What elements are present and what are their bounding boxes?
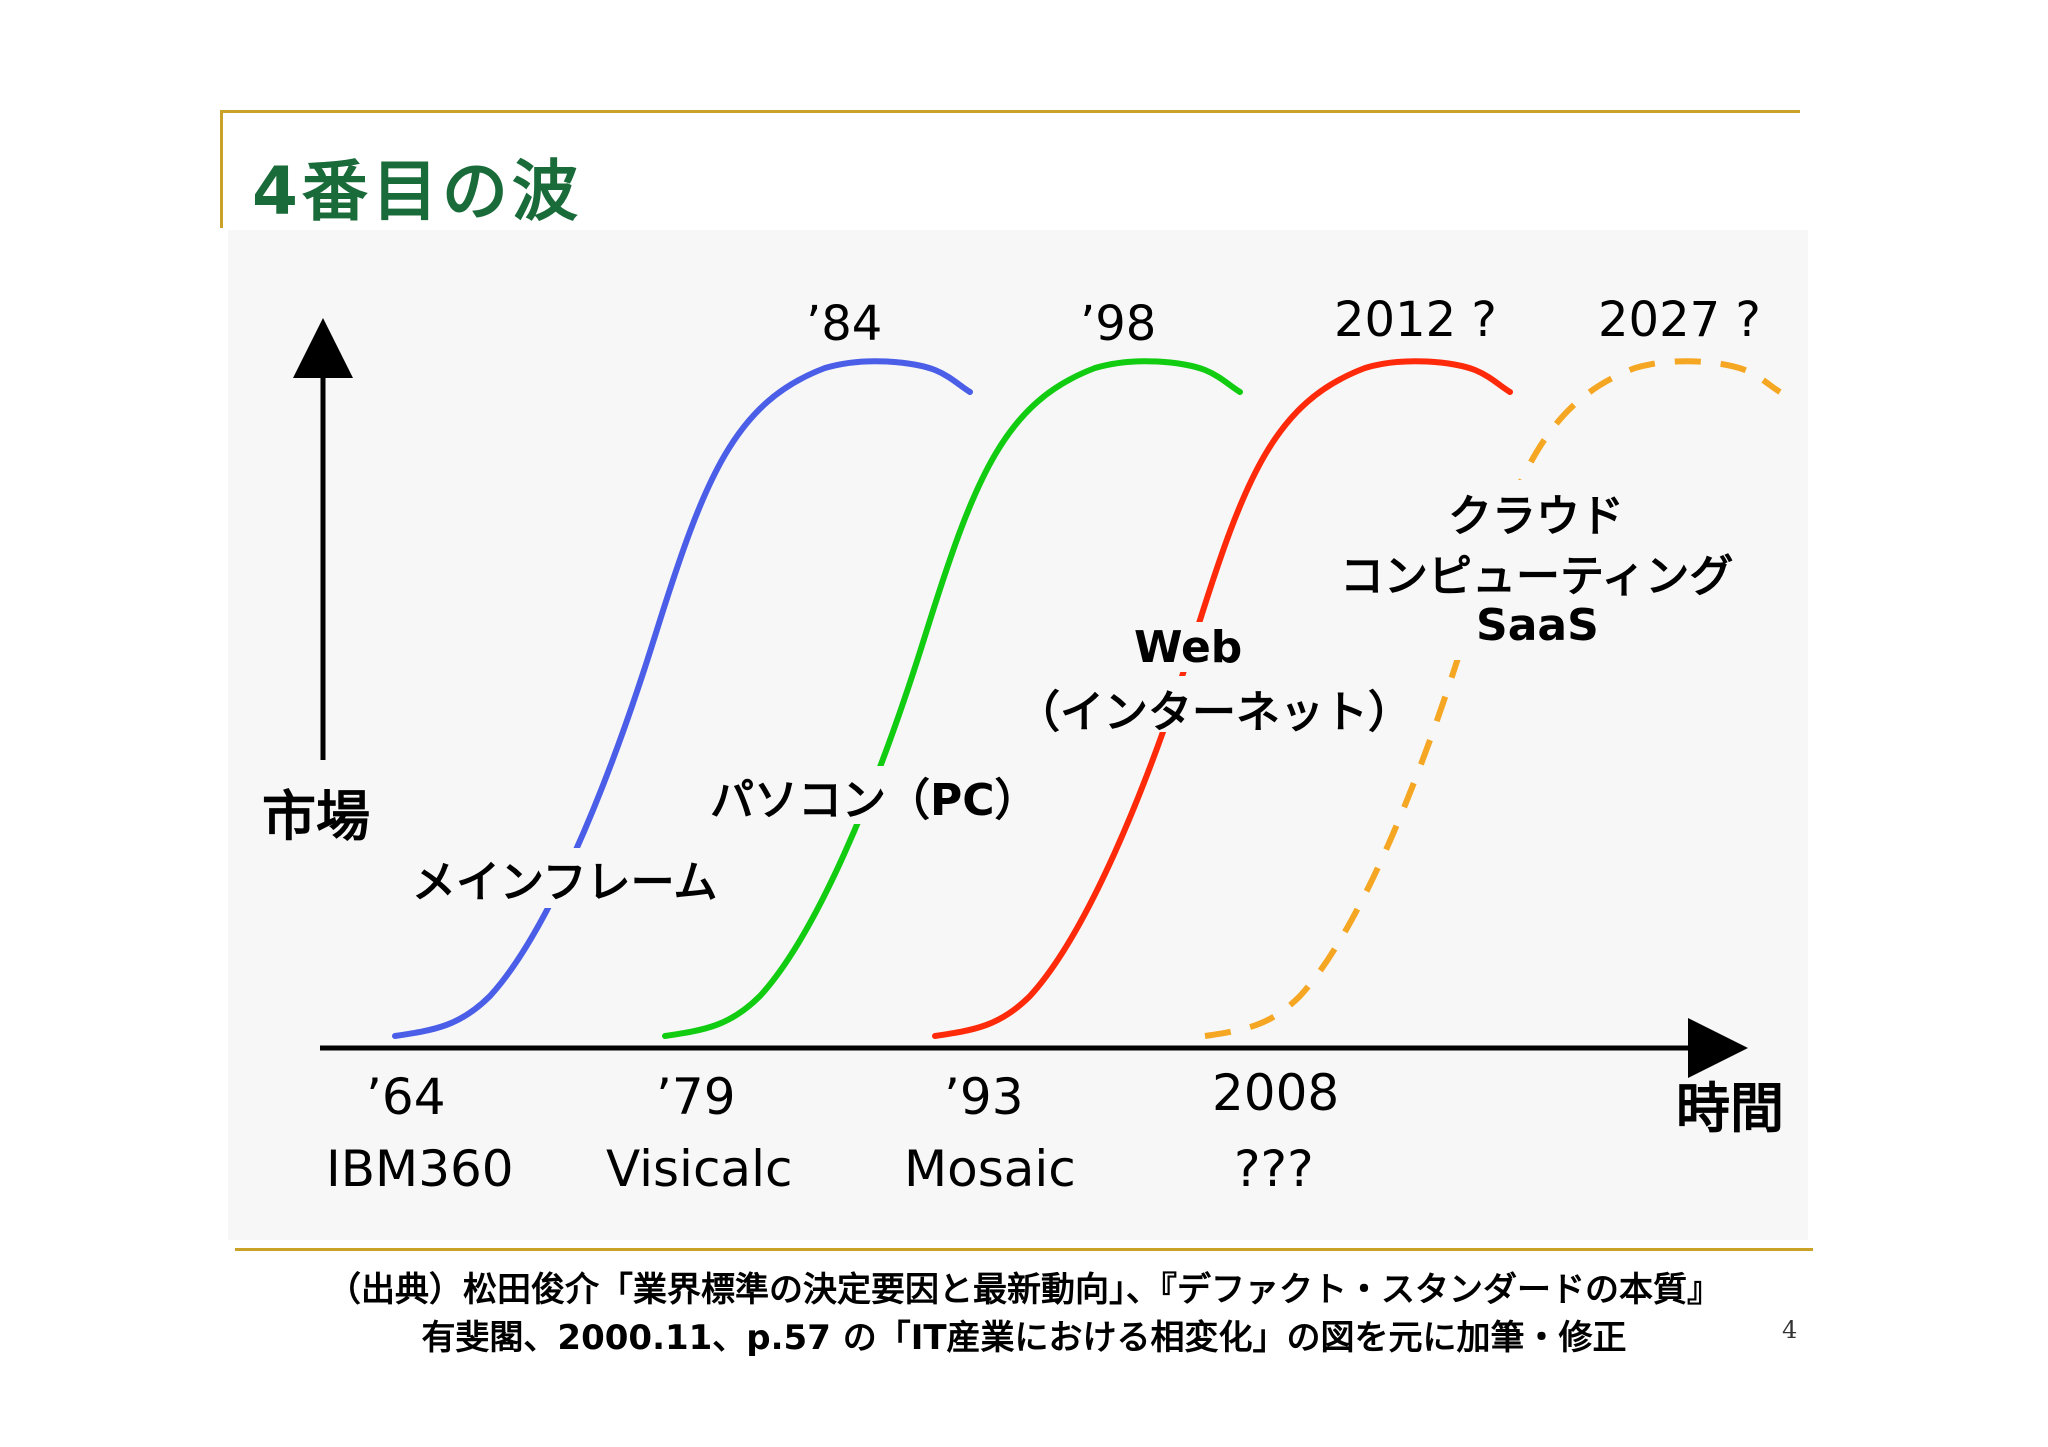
start-year-mainframe: ’64 — [366, 1068, 446, 1126]
wave-name-cloud-line2: コンピューティング — [1340, 551, 1734, 602]
title-left-rule — [220, 110, 223, 228]
start-year-pc: ’79 — [656, 1068, 736, 1126]
start-year-web: ’93 — [944, 1068, 1024, 1126]
y-axis-label: 市場 — [262, 785, 370, 848]
start-year-cloud: 2008 — [1212, 1064, 1340, 1122]
wave-name-pc: パソコン（PC） — [710, 775, 1039, 826]
wave-name-web-line1: Web — [1134, 622, 1243, 673]
wave-name-cloud-line1: クラウド — [1448, 491, 1624, 542]
wave-curve-mainframe — [392, 358, 973, 1039]
wave-curve-pc — [662, 358, 1243, 1039]
start-event-cloud: ??? — [1234, 1140, 1314, 1198]
wave-name-mainframe: メインフレーム — [412, 857, 718, 908]
x-axis-label: 時間 — [1676, 1077, 1784, 1140]
slide-title: 4番目の波 — [252, 153, 582, 230]
title-top-rule — [220, 110, 1800, 113]
peak-label-cloud: 2027 ? — [1598, 292, 1761, 348]
source-citation-line1: （出典）松田俊介「業界標準の決定要因と最新動向」、『デファクト・スタンダードの本… — [327, 1270, 1721, 1310]
peak-label-web: 2012 ? — [1334, 292, 1497, 348]
peak-label-pc: ’98 — [1080, 296, 1157, 352]
start-event-web: Mosaic — [904, 1140, 1076, 1198]
wave-name-web-line2: （インターネット） — [1016, 687, 1412, 738]
start-event-pc: Visicalc — [606, 1140, 793, 1198]
wave-curve-web — [932, 358, 1513, 1039]
diagram-background — [228, 230, 1808, 1240]
source-citation-line2: 有斐閣、2000.11、p.57 の「IT産業における相変化」の図を元に加筆・修… — [421, 1318, 1627, 1358]
start-event-mainframe: IBM360 — [326, 1140, 514, 1198]
peak-label-mainframe: ’84 — [806, 296, 883, 352]
page-number: 4 — [1782, 1316, 1798, 1344]
source-top-rule — [235, 1248, 1813, 1251]
wave-name-cloud-line3: SaaS — [1476, 600, 1599, 651]
